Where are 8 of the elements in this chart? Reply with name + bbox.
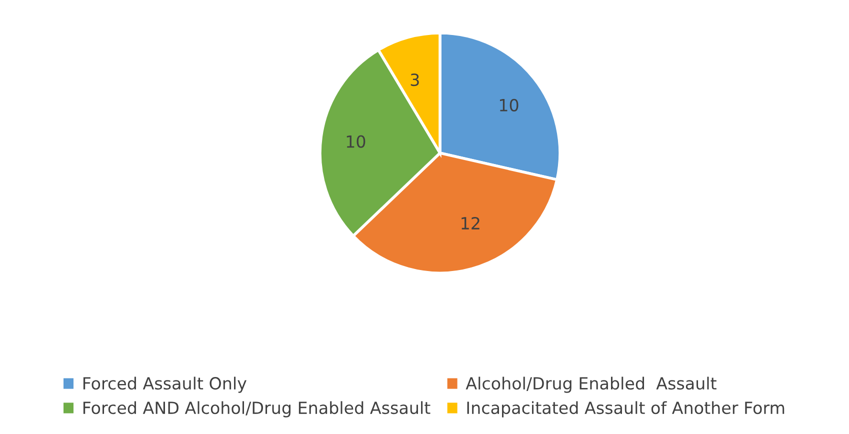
data-label: 10	[500, 98, 518, 112]
data-label: 10	[346, 135, 366, 148]
legend-label: Forced Assault Only	[83, 376, 246, 393]
legend-label: Forced AND Alcohol/Drug Enabled Assault	[83, 401, 430, 418]
legend-label: Alcohol/Drug Enabled Assault	[466, 376, 716, 393]
legend-label: Incapacitated Assault of Another Form	[467, 401, 784, 418]
data-label: 3	[410, 74, 419, 86]
data-label: 12	[462, 216, 480, 230]
